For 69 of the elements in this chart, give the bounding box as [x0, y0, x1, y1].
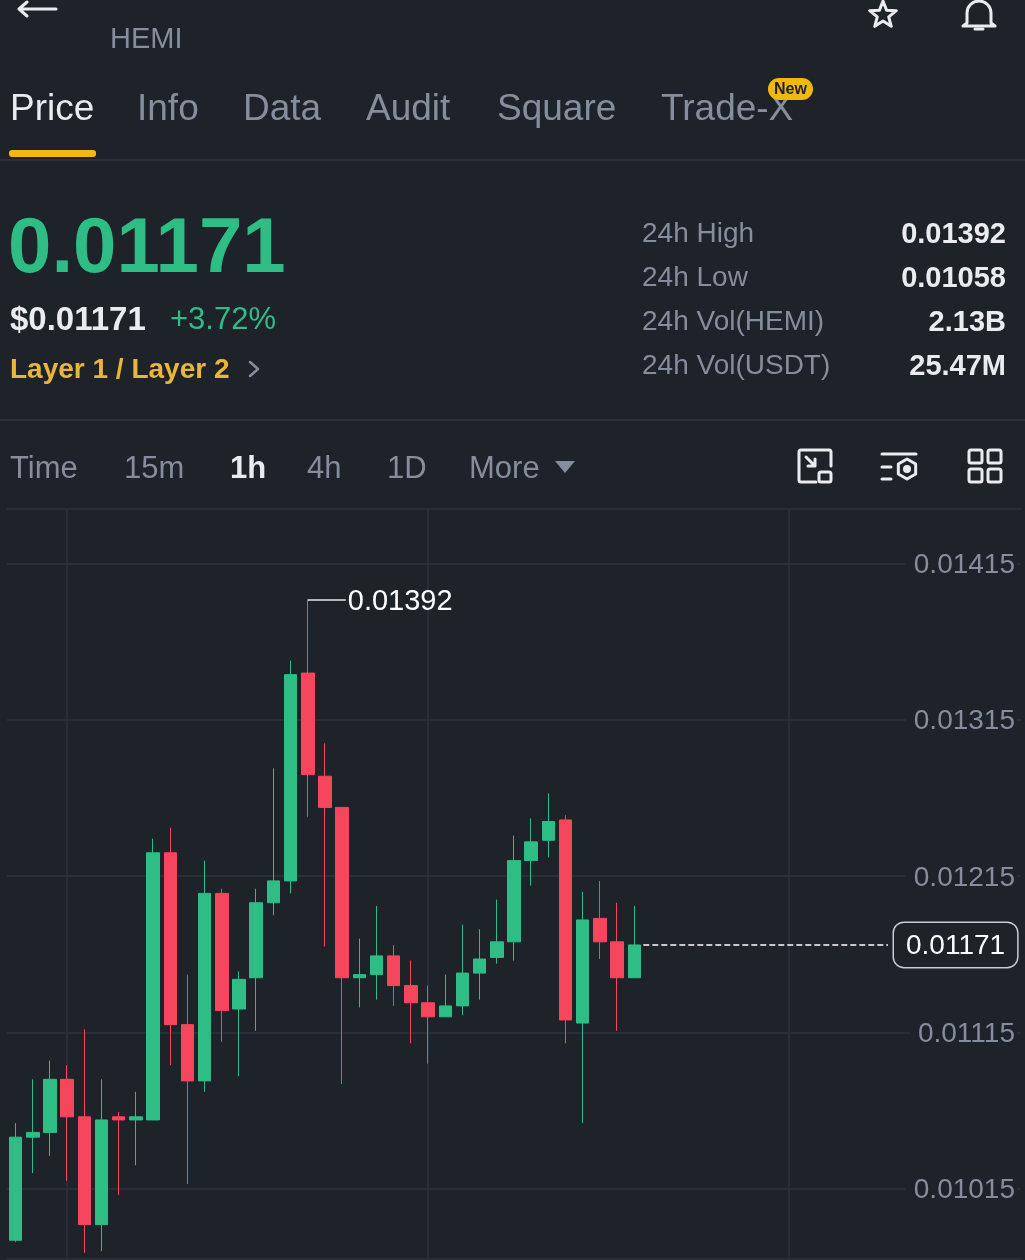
- text: 24h Low: [642, 261, 748, 292]
- text: HEMI: [110, 21, 183, 54]
- candlestick: [456, 924, 469, 1016]
- y-tick-label: 0.01015: [913, 1173, 1015, 1205]
- candlestick: [610, 902, 624, 1032]
- candlestick: [146, 838, 160, 1121]
- annotation: 0.01392: [347, 583, 453, 616]
- text: 24h High: [642, 217, 755, 248]
- candlestick: [215, 888, 229, 1043]
- text: 1D: [387, 449, 427, 485]
- text: Data: [243, 86, 322, 128]
- candlestick: [26, 1078, 40, 1174]
- text: New: [768, 78, 813, 100]
- candlestick: [628, 905, 641, 979]
- candlestick: [9, 1122, 22, 1243]
- text: Time: [10, 449, 78, 485]
- y-tick-label: 0.01115: [917, 1016, 1015, 1048]
- candlestick: [43, 1060, 57, 1157]
- candlestick: [112, 1111, 125, 1196]
- candlestick: [524, 817, 538, 887]
- text: Price: [10, 86, 95, 128]
- candlestick: [249, 888, 263, 1032]
- candlestick: [301, 599, 315, 818]
- text: +3.72%: [170, 300, 277, 336]
- text: 24h Vol(HEMI): [642, 305, 825, 336]
- candlestick: [473, 928, 486, 1001]
- candlestick: [198, 860, 211, 1093]
- candlestick: [404, 960, 418, 1044]
- y-tick-label: 0.01315: [913, 704, 1015, 736]
- candlestick: [370, 905, 383, 1001]
- candlestick: [232, 971, 246, 1077]
- candlestick: [164, 827, 177, 1066]
- text: Layer 1 / Layer 2: [10, 353, 230, 384]
- text: 15m: [124, 449, 185, 485]
- candlestick: [129, 1091, 143, 1166]
- candlestick: [95, 1078, 108, 1252]
- candlestick: [593, 880, 607, 960]
- text: 25.47M: [909, 348, 1006, 381]
- text: 1h: [230, 449, 267, 485]
- candlestick: [542, 792, 555, 858]
- candlestick: [576, 891, 589, 1124]
- text: 0.01392: [901, 216, 1006, 249]
- text: Square: [497, 86, 617, 128]
- y-tick-label: 0.01415: [913, 548, 1015, 580]
- candlestick: [490, 899, 504, 965]
- candlestick: [335, 806, 349, 1085]
- ref-line-label: 0.01171: [906, 929, 1006, 961]
- candlestick: [421, 985, 435, 1065]
- text: Info: [137, 86, 199, 128]
- candlestick: [387, 944, 400, 1007]
- text: Audit: [366, 86, 451, 128]
- candlestick: [60, 1064, 74, 1182]
- candlestick: [353, 938, 366, 1008]
- text: 24h Vol(USDT): [642, 349, 831, 380]
- text: $0.01171: [10, 299, 146, 337]
- text: More: [469, 449, 540, 485]
- text: 2.13B: [928, 304, 1006, 337]
- candlestick: [181, 974, 194, 1185]
- text: 4h: [307, 449, 342, 485]
- candlestick: [78, 1028, 91, 1254]
- candlestick: [318, 742, 332, 947]
- candlestick: [284, 660, 297, 894]
- candlestick: [507, 835, 521, 962]
- candlestick: [559, 814, 572, 1044]
- text: 0.01171: [8, 201, 286, 289]
- candlestick: [267, 767, 280, 916]
- y-tick-label: 0.01215: [913, 860, 1015, 892]
- candlestick: [439, 974, 452, 1018]
- text: 0.01058: [901, 260, 1006, 293]
